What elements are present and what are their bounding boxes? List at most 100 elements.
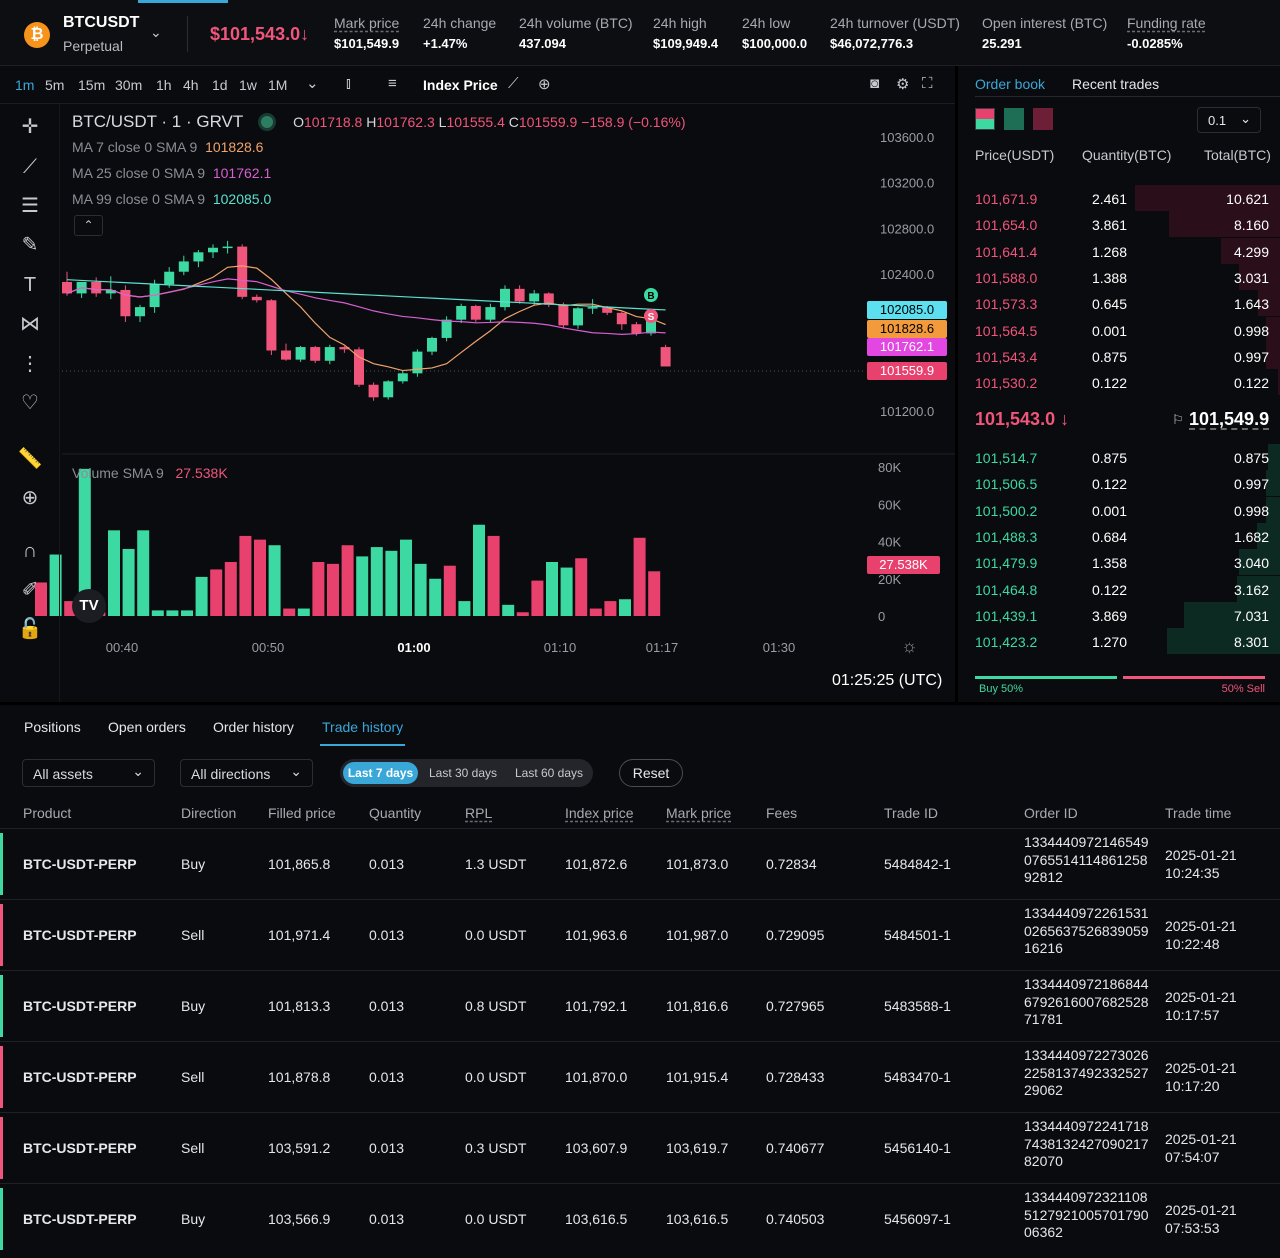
- tab-order-book[interactable]: Order book: [975, 76, 1046, 92]
- timeframe-4h[interactable]: 4h: [183, 77, 199, 93]
- col-index-price[interactable]: Index price: [565, 805, 634, 821]
- fullscreen-icon[interactable]: ⛶: [922, 75, 933, 92]
- forecast-icon[interactable]: ⋮: [20, 353, 40, 375]
- chart-line-icon[interactable]: ⟋: [508, 75, 519, 92]
- tab-open-orders[interactable]: Open orders: [108, 719, 186, 735]
- index-price-toggle[interactable]: Index Price: [423, 77, 498, 93]
- trade-row[interactable]: BTC-USDT-PERP Sell 103,591.2 0.013 0.3 USDT 1…: [0, 1112, 1280, 1182]
- pattern-icon[interactable]: ⋈: [20, 313, 40, 335]
- camera-icon[interactable]: ◙: [870, 75, 880, 92]
- volume-bar: [35, 582, 47, 616]
- tab-recent-trades[interactable]: Recent trades: [1072, 76, 1160, 92]
- timeframe-1h[interactable]: 1h: [156, 77, 172, 93]
- trade-row[interactable]: BTC-USDT-PERP Buy 101,813.3 0.013 0.8 USDT 10…: [0, 970, 1280, 1040]
- bid-row[interactable]: 101,439.1 3.869 7.031: [958, 601, 1280, 628]
- range-last-7-days[interactable]: Last 7 days: [343, 762, 418, 784]
- col-rpl[interactable]: RPL: [465, 805, 493, 821]
- timeframe-15m[interactable]: 15m: [78, 77, 106, 93]
- trendline-icon[interactable]: ⟋: [23, 156, 37, 178]
- col-mark-price[interactable]: Mark price: [666, 805, 732, 821]
- add-icon[interactable]: ⊕: [538, 76, 551, 93]
- chart-settings-icon[interactable]: ☼: [901, 636, 918, 656]
- timeframe-1M[interactable]: 1M: [268, 77, 288, 93]
- bid-row[interactable]: 101,479.9 1.358 3.040: [958, 549, 1280, 576]
- price-chart[interactable]: 103600.0 103200.0 102800.0 102400.0 101200.0…: [0, 66, 955, 702]
- heart-icon[interactable]: ♡: [21, 392, 39, 414]
- timeframe-1d[interactable]: 1d: [212, 77, 228, 93]
- filled-price: 103,591.2: [268, 1140, 331, 1156]
- bid-row[interactable]: 101,506.5 0.122 0.997: [958, 470, 1280, 497]
- rpl: 0.0 USDT: [465, 1211, 527, 1227]
- trade-row[interactable]: BTC-USDT-PERP Buy 101,865.8 0.013 1.3 USDT 10…: [0, 828, 1280, 898]
- timeframe-5m[interactable]: 5m: [45, 77, 65, 93]
- bid-row[interactable]: 101,488.3 0.684 1.682: [958, 522, 1280, 549]
- stat-24h-turnover: 24h turnover (USDT) $46,072,776.3: [830, 15, 960, 51]
- ask-row[interactable]: 101,564.5 0.001 0.998: [958, 316, 1280, 343]
- stat-label[interactable]: Funding rate: [1127, 15, 1206, 31]
- volume-badge: 27.538K: [867, 556, 940, 574]
- total: 3.031: [1233, 269, 1269, 286]
- brush-icon[interactable]: ✎: [21, 234, 39, 256]
- candle-body: [91, 281, 102, 294]
- trade-row[interactable]: BTC-USDT-PERP Buy 103,566.9 0.013 0.0 USDT 10…: [0, 1183, 1280, 1253]
- candle-type-icon[interactable]: ⫾: [346, 75, 351, 92]
- price-badge-ma99: 102085.0: [867, 301, 947, 319]
- text-tool-icon[interactable]: T: [23, 274, 37, 296]
- trade-date: 2025-01-21: [1165, 1131, 1237, 1147]
- precision-select[interactable]: 0.1 ⌄: [1197, 107, 1261, 133]
- trade-row[interactable]: BTC-USDT-PERP Sell 101,971.4 0.013 0.0 USDT 1…: [0, 899, 1280, 969]
- both-sides-view-icon[interactable]: [975, 108, 995, 130]
- index-price: 101,792.1: [565, 998, 628, 1014]
- volume-tick-label: 20K: [878, 572, 901, 587]
- bids-view-icon[interactable]: [1004, 108, 1024, 130]
- lock-drawing-icon[interactable]: ✐: [21, 579, 39, 601]
- symbol-name[interactable]: BTCUSDT: [63, 14, 140, 31]
- candle-body: [485, 307, 496, 320]
- lock-icon[interactable]: 🔓: [17, 618, 43, 640]
- mark-price[interactable]: 101,549.9: [1189, 409, 1270, 429]
- settings-icon[interactable]: ⚙: [896, 76, 910, 93]
- ask-row[interactable]: 101,671.9 2.461 10.621: [958, 185, 1280, 211]
- bid-row[interactable]: 101,500.2 0.001 0.998: [958, 496, 1280, 523]
- chevron-down-icon[interactable]: ⌄: [150, 24, 162, 40]
- ask-row[interactable]: 101,573.3 0.645 1.643: [958, 290, 1280, 317]
- reset-button[interactable]: Reset: [619, 759, 683, 787]
- directions-filter[interactable]: All directions ⌄: [180, 759, 313, 787]
- trade-row[interactable]: BTC-USDT-PERP Sell 101,878.8 0.013 0.0 USDT 1…: [0, 1041, 1280, 1111]
- range-last-30-days[interactable]: Last 30 days: [428, 766, 498, 780]
- ruler-icon[interactable]: 📏: [17, 448, 43, 470]
- ma-value: 102085.0: [212, 191, 272, 207]
- crosshair-icon[interactable]: ✛: [21, 116, 39, 138]
- time-tick-label: 00:40: [106, 640, 139, 655]
- bid-row[interactable]: 101,514.7 0.875 0.875: [958, 444, 1280, 470]
- trade-time: 2025-01-21 07:54:07: [1165, 1131, 1265, 1166]
- ask-row[interactable]: 101,543.4 0.875 0.997: [958, 342, 1280, 369]
- timeframe-1w[interactable]: 1w: [239, 77, 257, 93]
- fib-lines-icon[interactable]: ☰: [21, 195, 39, 217]
- tradingview-logo[interactable]: TV: [72, 589, 106, 623]
- assets-filter[interactable]: All assets ⌄: [22, 759, 155, 787]
- range-last-60-days[interactable]: Last 60 days: [514, 766, 584, 780]
- stat-label: 24h volume (BTC): [519, 15, 633, 31]
- tab-trade-history[interactable]: Trade history: [322, 719, 404, 735]
- ask-row[interactable]: 101,530.2 0.122 0.122: [958, 369, 1280, 396]
- collapse-legend-button[interactable]: ⌃: [74, 215, 103, 236]
- asks-view-icon[interactable]: [1033, 108, 1053, 130]
- stat-label[interactable]: Mark price: [334, 15, 400, 31]
- timeframe-1m[interactable]: 1m: [15, 77, 35, 93]
- tab-positions[interactable]: Positions: [24, 719, 81, 735]
- ask-row[interactable]: 101,588.0 1.388 3.031: [958, 263, 1280, 290]
- ask-row[interactable]: 101,654.0 3.861 8.160: [958, 211, 1280, 238]
- volume-bar: [78, 468, 91, 616]
- tab-order-history[interactable]: Order history: [213, 719, 294, 735]
- ask-row[interactable]: 101,641.4 1.268 4.299: [958, 237, 1280, 264]
- timeframe-30m[interactable]: 30m: [115, 77, 143, 93]
- bid-row[interactable]: 101,464.8 0.122 3.162: [958, 575, 1280, 602]
- depth-bar: [1257, 522, 1280, 549]
- indicators-icon[interactable]: ≡: [388, 75, 397, 92]
- bid-row[interactable]: 101,423.2 1.270 8.301: [958, 628, 1280, 655]
- volume-bar: [327, 563, 339, 616]
- chevron-down-icon[interactable]: ⌄: [306, 75, 319, 92]
- magnet-icon[interactable]: ∩: [22, 540, 38, 562]
- zoom-in-icon[interactable]: ⊕: [21, 487, 39, 509]
